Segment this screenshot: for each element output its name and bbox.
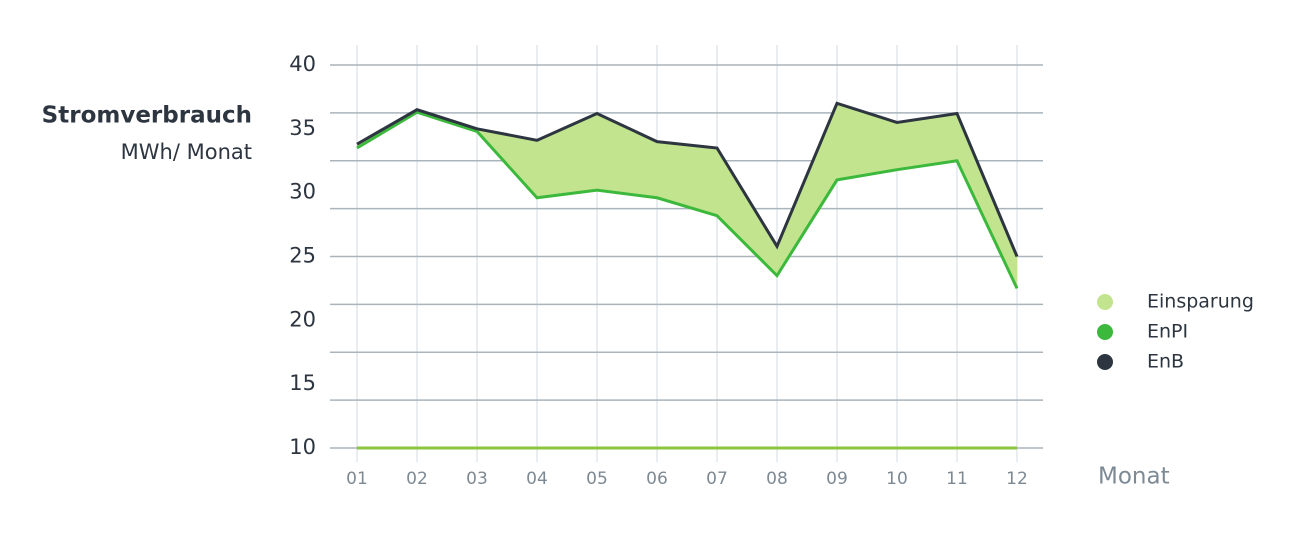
legend-marker (1097, 354, 1113, 370)
x-tick-label: 08 (766, 469, 788, 489)
y-unit: MWh/ Monat (121, 140, 252, 164)
y-tick-label: 35 (289, 116, 316, 140)
x-tick-label: 07 (706, 469, 728, 489)
y-tick-label: 15 (289, 371, 316, 395)
savings-area (357, 103, 1017, 289)
legend-marker (1097, 294, 1113, 310)
x-tick-label: 01 (346, 469, 368, 489)
series-line (356, 110, 1019, 290)
x-tick-label: 05 (586, 469, 608, 489)
y-title: Stromverbrauch (42, 103, 252, 129)
x-tick-label: 04 (526, 469, 548, 489)
x-tick-label: 09 (826, 469, 848, 489)
y-tick-label: 25 (289, 244, 316, 268)
y-tick-label: 10 (289, 435, 316, 459)
series-line (356, 101, 1019, 258)
x-tick-label: 10 (886, 469, 908, 489)
x-tick-label: 12 (1006, 469, 1028, 489)
legend-label: EnPI (1147, 321, 1188, 343)
x-tick-label: 06 (646, 469, 668, 489)
x-tick-label: 03 (466, 469, 488, 489)
x-tick-label: 11 (946, 469, 968, 489)
legend-label: Einsparung (1147, 291, 1254, 313)
legend-label: EnB (1147, 351, 1184, 373)
x-tick-label: 02 (406, 469, 428, 489)
y-tick-label: 40 (289, 52, 316, 76)
x-title: Monat (1098, 464, 1170, 490)
y-tick-label: 20 (289, 307, 316, 331)
legend-marker (1097, 324, 1113, 340)
y-tick-label: 30 (289, 180, 316, 204)
